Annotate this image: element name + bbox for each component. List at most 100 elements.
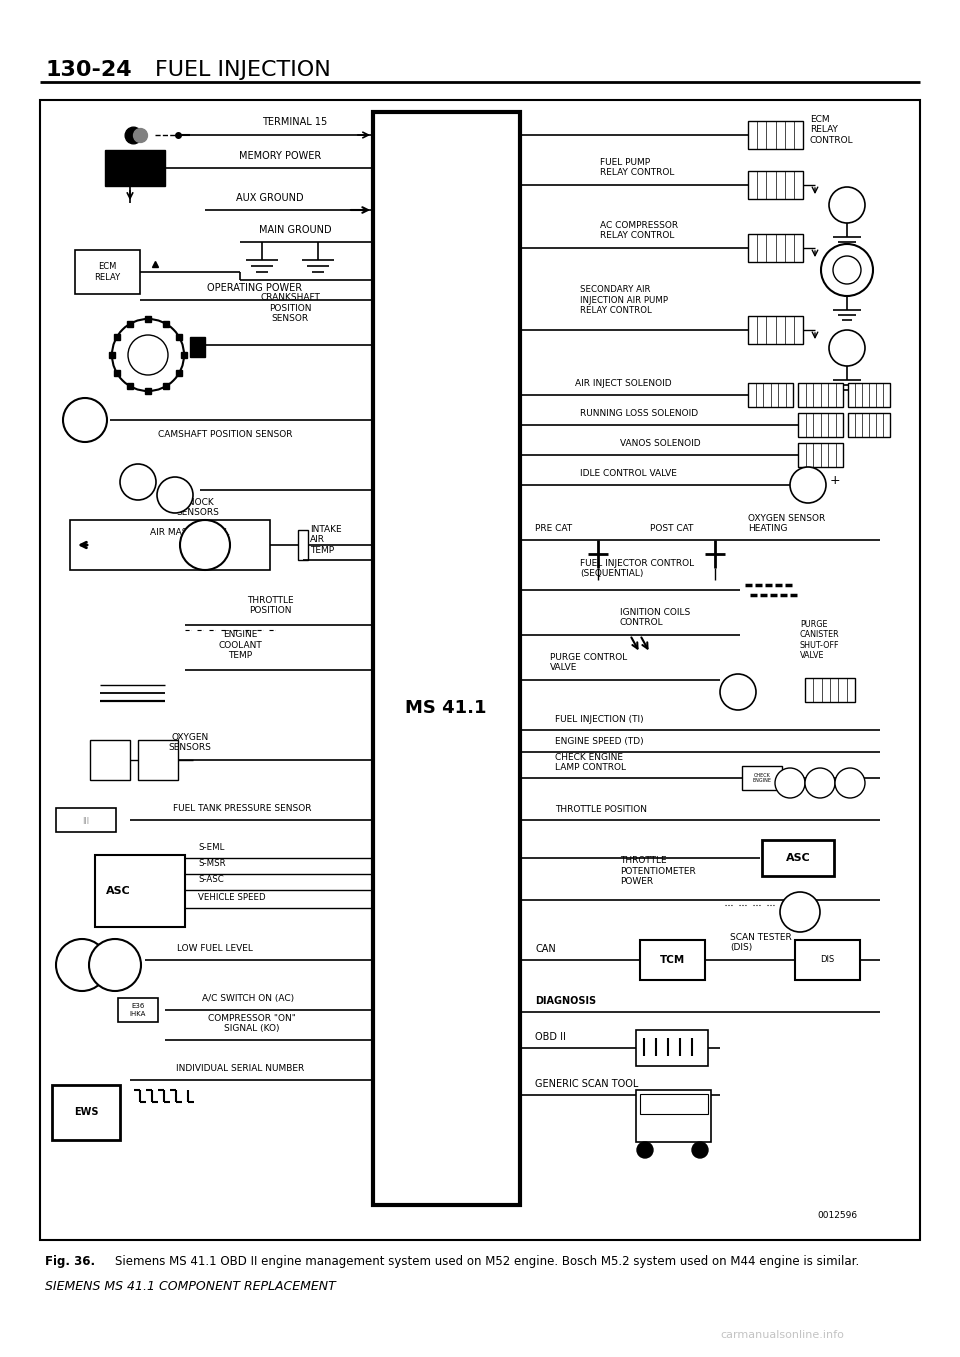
Text: SCAN TESTER
(DIS): SCAN TESTER (DIS) [730, 932, 792, 953]
Text: 0012596: 0012596 [817, 1210, 857, 1220]
Text: P: P [844, 199, 850, 210]
Bar [105, 151, 165, 186]
Bar [748, 383, 793, 407]
Text: FUEL INJECTION: FUEL INJECTION [155, 60, 331, 80]
Circle shape [157, 478, 193, 513]
Circle shape [180, 520, 230, 570]
Text: SIEMENS MS 41.1 COMPONENT REPLACEMENT: SIEMENS MS 41.1 COMPONENT REPLACEMENT [45, 1280, 336, 1293]
Text: VEHICLE SPEED: VEHICLE SPEED [198, 893, 266, 902]
Bar [373, 113, 520, 1205]
Text: GENERIC SCAN TOOL: GENERIC SCAN TOOL [535, 1079, 638, 1090]
Bar [636, 1090, 711, 1143]
Text: THROTTLE
POSITION: THROTTLE POSITION [247, 596, 294, 615]
Bar [40, 100, 920, 1240]
Text: ASC: ASC [785, 854, 810, 863]
Text: Siemens MS 41.1 OBD II engine management system used on M52 engine. Bosch M5.2 s: Siemens MS 41.1 OBD II engine management… [115, 1255, 859, 1267]
Circle shape [692, 1143, 708, 1158]
Circle shape [56, 939, 108, 991]
Text: OXYGEN
SENSORS: OXYGEN SENSORS [169, 733, 211, 752]
Circle shape [89, 939, 141, 991]
Text: A/C SWITCH ON (AC): A/C SWITCH ON (AC) [202, 993, 294, 1003]
Text: M: M [804, 480, 812, 490]
Text: TCM: TCM [660, 955, 684, 965]
Circle shape [833, 256, 861, 284]
Text: ASC: ASC [106, 886, 131, 896]
Circle shape [112, 319, 184, 391]
Text: CRANKSHAFT
POSITION
SENSOR: CRANKSHAFT POSITION SENSOR [260, 293, 320, 323]
Text: CHECK
ENGINE: CHECK ENGINE [753, 772, 772, 783]
Text: S-MSR: S-MSR [198, 859, 226, 868]
Text: +: + [830, 474, 841, 487]
Bar [190, 337, 205, 357]
Text: PURGE CONTROL
VALVE: PURGE CONTROL VALVE [550, 653, 627, 672]
Circle shape [829, 330, 865, 366]
Text: MS 41.1: MS 41.1 [405, 699, 487, 716]
Bar [70, 520, 270, 570]
Circle shape [829, 187, 865, 223]
Text: MAIN GROUND: MAIN GROUND [258, 225, 331, 235]
Bar [748, 171, 803, 199]
Bar [748, 316, 803, 345]
Bar [848, 383, 890, 407]
Text: CAMSHAFT POSITION SENSOR: CAMSHAFT POSITION SENSOR [157, 430, 292, 440]
Text: RUNNING LOSS SOLENOID: RUNNING LOSS SOLENOID [580, 408, 698, 418]
Text: DIAGNOSIS: DIAGNOSIS [535, 996, 596, 1006]
Text: carmanualsonline.info: carmanualsonline.info [720, 1330, 844, 1339]
Circle shape [805, 768, 835, 798]
Text: SECONDARY AIR
INJECTION AIR PUMP
RELAY CONTROL: SECONDARY AIR INJECTION AIR PUMP RELAY C… [580, 285, 668, 315]
Bar [640, 1094, 708, 1114]
Text: ECM
RELAY: ECM RELAY [94, 262, 120, 282]
Text: THROTTLE POSITION: THROTTLE POSITION [555, 805, 647, 814]
Text: FUEL PUMP
RELAY CONTROL: FUEL PUMP RELAY CONTROL [600, 157, 674, 176]
Bar [748, 233, 803, 262]
Bar [90, 740, 130, 780]
Text: THROTTLE
POTENTIOMETER
POWER: THROTTLE POTENTIOMETER POWER [620, 856, 696, 886]
Text: M: M [843, 343, 852, 353]
Bar [138, 740, 178, 780]
Bar [798, 442, 843, 467]
Text: POST CAT: POST CAT [650, 524, 693, 533]
Text: OPERATING POWER: OPERATING POWER [207, 284, 302, 293]
Circle shape [790, 467, 826, 503]
Text: ENGINE
COOLANT
TEMP: ENGINE COOLANT TEMP [218, 630, 262, 660]
Bar [298, 531, 308, 560]
Text: FUEL TANK PRESSURE SENSOR: FUEL TANK PRESSURE SENSOR [173, 803, 311, 813]
Circle shape [120, 464, 156, 499]
Bar [805, 678, 855, 702]
Text: TERMINAL 15: TERMINAL 15 [262, 117, 327, 128]
Bar [52, 1086, 120, 1140]
Circle shape [821, 244, 873, 296]
Bar [742, 765, 782, 790]
Text: PURGE
CANISTER
SHUT-OFF
VALVE: PURGE CANISTER SHUT-OFF VALVE [800, 620, 840, 660]
Bar [640, 940, 705, 980]
Text: VANOS SOLENOID: VANOS SOLENOID [620, 440, 701, 448]
Text: KNOCK
SENSORS: KNOCK SENSORS [177, 498, 220, 517]
Bar [762, 840, 834, 877]
Text: Fig. 36.: Fig. 36. [45, 1255, 95, 1267]
Circle shape [835, 768, 865, 798]
Text: MEMORY POWER: MEMORY POWER [239, 151, 322, 161]
Text: AIR INJECT SOLENOID: AIR INJECT SOLENOID [575, 379, 672, 388]
Text: IDLE CONTROL VALVE: IDLE CONTROL VALVE [580, 470, 677, 478]
Bar [798, 413, 843, 437]
Bar [798, 383, 843, 407]
Bar [848, 413, 890, 437]
Text: IGNITION COILS
CONTROL: IGNITION COILS CONTROL [620, 608, 690, 627]
Text: LOW FUEL LEVEL: LOW FUEL LEVEL [177, 944, 252, 953]
Text: COMPRESSOR "ON"
SIGNAL (KO): COMPRESSOR "ON" SIGNAL (KO) [208, 1014, 296, 1033]
Text: AIR MASS SIGNAL: AIR MASS SIGNAL [150, 528, 229, 537]
Text: |||: ||| [83, 817, 89, 824]
Text: OBD II: OBD II [535, 1033, 565, 1042]
Bar [748, 121, 803, 149]
Bar [75, 250, 140, 294]
Text: ECM
RELAY
CONTROL: ECM RELAY CONTROL [810, 115, 853, 145]
Text: AUX GROUND: AUX GROUND [236, 193, 303, 204]
Text: FUEL INJECTION (TI): FUEL INJECTION (TI) [555, 715, 643, 725]
Text: EWS: EWS [74, 1107, 98, 1117]
Text: ENGINE SPEED (TD): ENGINE SPEED (TD) [555, 737, 643, 746]
Text: OXYGEN SENSOR
HEATING: OXYGEN SENSOR HEATING [748, 513, 826, 533]
Bar [118, 997, 158, 1022]
Text: PRE CAT: PRE CAT [535, 524, 572, 533]
Circle shape [780, 892, 820, 932]
Circle shape [63, 398, 107, 442]
